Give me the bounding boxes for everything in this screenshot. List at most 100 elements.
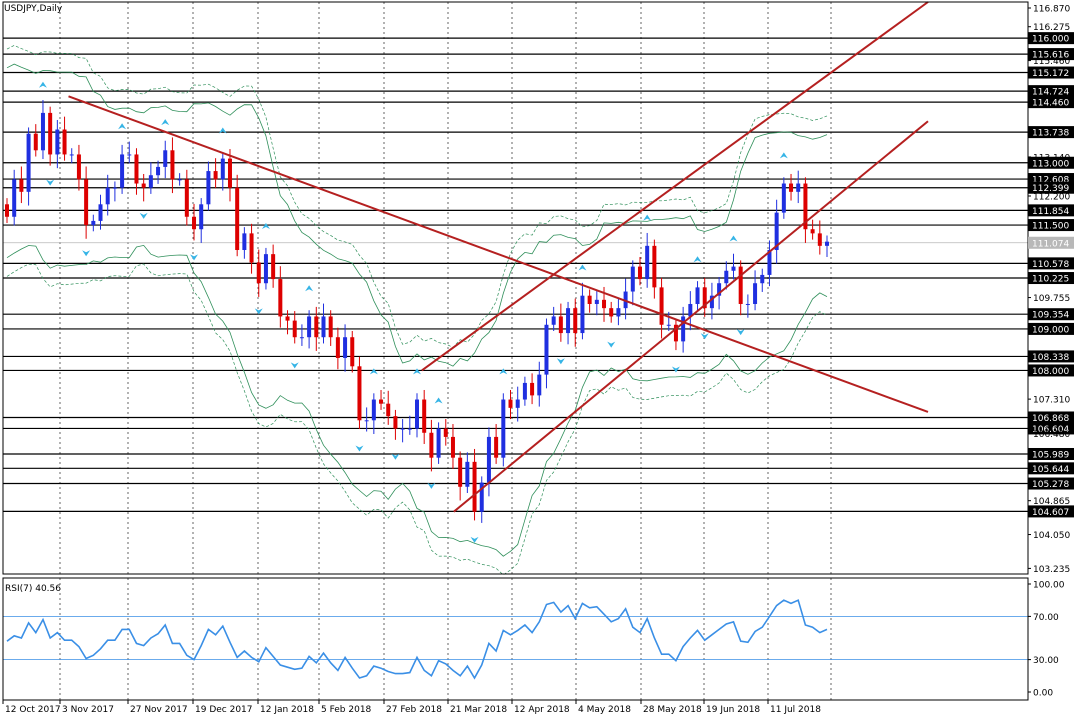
price-tag-text: 105.644 [1032, 465, 1069, 475]
price-tag-text: 106.868 [1032, 414, 1069, 424]
fractal-down-arrow [46, 179, 55, 186]
fractal-up-arrow [499, 368, 508, 375]
price-tick-label: 106.480 [1033, 430, 1070, 440]
fractal-up-arrow [261, 222, 270, 229]
rsi-tick-label: 70.00 [1033, 613, 1059, 623]
rsi-label: RSI(7) 40.56 [5, 584, 61, 594]
candle-body [450, 436, 455, 458]
price-tag-text: 109.354 [1032, 311, 1069, 321]
candle-body [760, 274, 765, 284]
candle-body [774, 212, 779, 250]
time-tick-label: 21 Mar 2018 [450, 705, 507, 715]
candle-body [702, 287, 707, 309]
candle-body [249, 233, 254, 263]
price-tag-text: 110.225 [1032, 275, 1069, 285]
price-tick-label: 103.235 [1033, 565, 1070, 575]
grid [59, 2, 832, 700]
price-tag [1028, 236, 1074, 249]
candle-body [235, 187, 240, 250]
candle-body [5, 204, 9, 217]
time-tick-label: 27 Nov 2017 [130, 705, 188, 715]
candle-body [98, 204, 103, 221]
candle-body [630, 266, 635, 292]
candle-body [709, 295, 714, 309]
price-tag [1028, 272, 1074, 285]
candle-body [609, 308, 614, 317]
rsi-line [6, 599, 828, 680]
candle-body [659, 287, 664, 325]
price-tag [1028, 308, 1074, 321]
band-overlays [6, 45, 828, 576]
rsi-tick-label: 100.00 [1033, 581, 1065, 591]
price-tick-label: 116.870 [1033, 5, 1070, 15]
candle-body [522, 382, 527, 400]
candle-body [33, 133, 38, 151]
symbol-title: USDJPY,Daily [4, 4, 63, 14]
price-tag-text: 104.607 [1032, 508, 1069, 518]
candle-body [623, 291, 628, 309]
time-axis: 12 Oct 2017 3 Nov 2017 27 Nov 2017 19 Dec 2… [2, 700, 821, 715]
trendline [453, 120, 929, 513]
candle-body [184, 179, 189, 217]
trendlines [68, 1, 929, 513]
candle-body [220, 158, 225, 180]
candle-body [796, 183, 801, 192]
price-tag [1028, 48, 1074, 61]
candle-body [321, 316, 326, 338]
rsi-panel [3, 599, 1028, 680]
fractal-down-arrow [355, 445, 364, 452]
candle-body [645, 245, 650, 280]
candle-body [40, 112, 45, 151]
price-tag-text: 112.608 [1032, 176, 1069, 186]
time-tick-label: 4 May 2018 [578, 705, 631, 715]
fractal-arrows [38, 81, 788, 543]
candle-body [314, 316, 319, 338]
candle-body [292, 320, 297, 338]
candle-body [666, 324, 671, 326]
candle-body [580, 295, 585, 334]
fractal-up-arrow [118, 123, 127, 130]
candle-body [48, 112, 53, 155]
candle-body [393, 416, 398, 429]
candle-body [299, 337, 304, 339]
price-tag [1028, 126, 1074, 139]
rsi-tick-label: 30.00 [1033, 656, 1059, 666]
candle-body [227, 158, 232, 188]
candle-body [688, 303, 693, 317]
candle-body [436, 428, 441, 458]
candle-body [566, 308, 571, 334]
candle-body [494, 436, 499, 458]
fractal-up-arrow [218, 127, 227, 134]
price-tick-label: 116.275 [1033, 23, 1070, 33]
price-tag-text: 110.578 [1032, 260, 1069, 270]
price-tag-text: 111.500 [1032, 222, 1069, 232]
candle-body [602, 299, 607, 309]
fractal-down-arrow [556, 358, 565, 365]
fractal-down-arrow [700, 333, 709, 340]
fractal-down-arrow [671, 366, 680, 373]
price-tick-label: 104.050 [1033, 531, 1070, 541]
price-tag [1028, 411, 1074, 424]
candle-body [134, 154, 139, 184]
candle-body [69, 154, 74, 156]
candle-body [357, 366, 362, 421]
candle-body [170, 150, 175, 180]
candle-body [350, 337, 355, 367]
price-tag-text: 116.000 [1032, 35, 1069, 45]
lower-band [6, 244, 828, 557]
candle-body [810, 229, 815, 234]
price-tag [1028, 257, 1074, 270]
candle-body [767, 249, 772, 275]
fractal-down-arrow [736, 329, 745, 336]
candle-body [501, 399, 506, 458]
price-tag [1028, 322, 1074, 335]
candle-body [472, 461, 477, 512]
candle-body [530, 382, 535, 396]
fractal-up-arrow [161, 119, 170, 126]
candle-body [386, 403, 391, 417]
fractal-down-arrow [139, 212, 148, 219]
price-tag [1028, 32, 1074, 45]
candle-body [515, 399, 520, 408]
price-tick-label: 112.200 [1033, 192, 1070, 202]
